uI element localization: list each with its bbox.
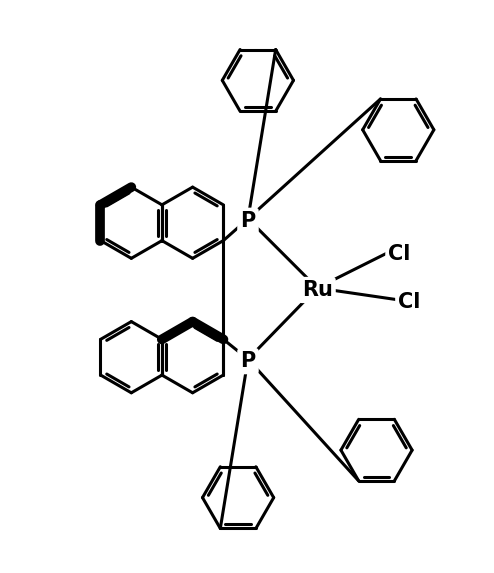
Text: Cl: Cl: [398, 292, 421, 312]
Text: P: P: [241, 211, 255, 231]
Text: Ru: Ru: [302, 280, 332, 300]
Text: Cl: Cl: [388, 245, 411, 264]
Text: P: P: [241, 351, 255, 371]
